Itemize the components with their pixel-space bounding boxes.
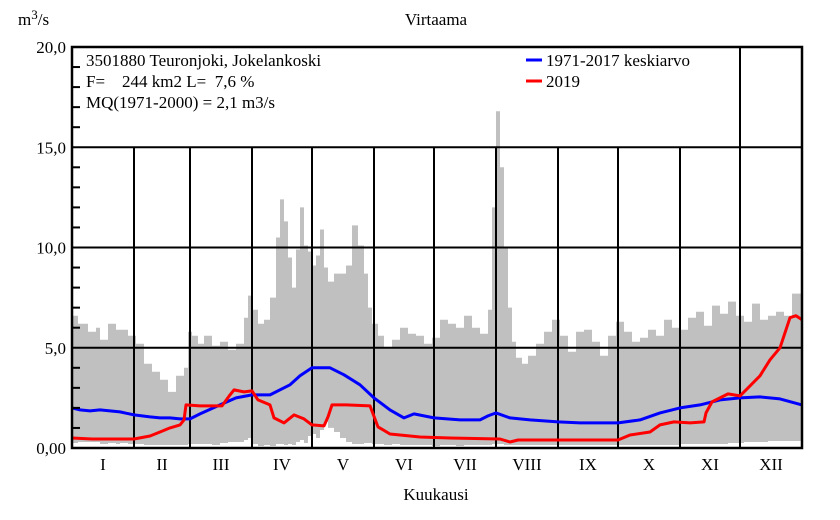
- x-month-label: VIII: [512, 455, 542, 474]
- series-layer: [71, 314, 803, 444]
- info-line: 3501880 Teuronjoki, Jokelankoski: [86, 51, 321, 70]
- axes: 0,005,010,015,020,0I II III IV V VI VII VIII IX X…: [36, 38, 804, 474]
- x-month-label: IX: [579, 455, 597, 474]
- legend: 1971-2017 keskiarvo 2019: [526, 51, 690, 91]
- x-month-label: XI: [701, 455, 719, 474]
- plot-frame: [70, 45, 804, 450]
- y-tick-label: 0,00: [36, 439, 66, 458]
- y-tick-label: 5,0: [45, 339, 66, 358]
- info-line: MQ(1971-2000) = 2,1 m3/s: [86, 93, 275, 112]
- y-tick-label: 15,0: [36, 138, 66, 157]
- x-month-label: IV: [273, 455, 292, 474]
- x-month-label: VI: [395, 455, 413, 474]
- legend-label: 1971-2017 keskiarvo: [546, 51, 690, 70]
- x-axis-label: Kuukausi: [403, 485, 468, 504]
- legend-label: 2019: [546, 72, 580, 91]
- x-month-label: X: [643, 455, 655, 474]
- x-month-label: VII: [453, 455, 477, 474]
- y-tick-label: 10,0: [36, 239, 66, 258]
- x-month-label: XII: [759, 455, 783, 474]
- y-axis-unit-label: m3/s: [18, 7, 49, 29]
- x-month-label: III: [213, 455, 230, 474]
- envelope-layer: [72, 111, 802, 446]
- series-line-1971-2017-keskiarvo: [71, 366, 803, 425]
- x-month-label: I: [100, 455, 106, 474]
- y-tick-label: 20,0: [36, 38, 66, 57]
- info-line: F= 244 km2 L= 7,6 %: [86, 72, 254, 91]
- x-month-label: II: [156, 455, 168, 474]
- series-line-2019: [71, 314, 803, 444]
- chart-title: Virtaama: [405, 10, 468, 29]
- station-info: 3501880 Teuronjoki, Jokelankoski F= 244 k…: [86, 51, 321, 112]
- plot-area: 3501880 Teuronjoki, Jokelankoski F= 244 k…: [36, 38, 804, 474]
- x-month-label: V: [337, 455, 350, 474]
- grid-layer: [72, 47, 802, 448]
- envelope-area: [72, 111, 802, 446]
